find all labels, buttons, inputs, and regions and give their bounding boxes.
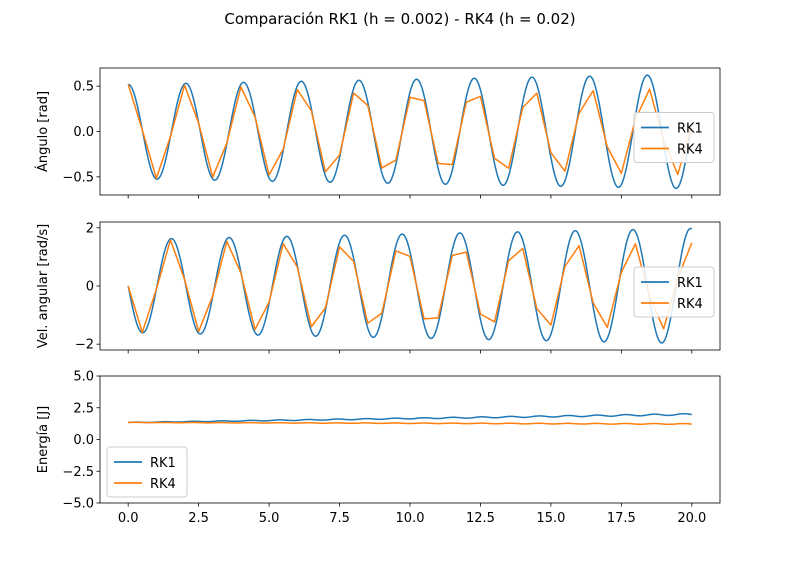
series-line-rk4	[127, 84, 693, 180]
x-tick-label: 17.5	[607, 511, 636, 526]
y-tick-label: −0.5	[62, 170, 94, 185]
y-tick-label: −2	[75, 338, 94, 353]
legend-box	[106, 446, 188, 498]
legend-label-rk4: RK4	[150, 477, 176, 492]
series-line-rk4	[128, 421, 692, 426]
y-axis-label: Vel. angular [rad/s]	[36, 224, 51, 348]
x-tick-label: 20.0	[677, 511, 706, 526]
y-tick-label: 5.0	[73, 370, 94, 385]
y-tick-label: 0.0	[73, 433, 94, 448]
figure-title: Comparación RK1 (h = 0.002) - RK4 (h = 0…	[224, 10, 575, 28]
x-tick-label: 5.0	[259, 511, 280, 526]
legend-label-rk1: RK1	[677, 122, 703, 137]
series-line-rk1	[127, 227, 693, 344]
y-tick-label: 0	[86, 280, 94, 295]
y-axis-label: Ángulo [rad]	[35, 91, 51, 172]
y-tick-label: 2	[86, 221, 94, 236]
y-tick-label: 0.0	[73, 125, 94, 140]
y-tick-label: 0.5	[73, 80, 94, 95]
x-tick-label: 7.5	[329, 511, 350, 526]
y-tick-label: −2.5	[62, 465, 94, 480]
series-line-rk4	[127, 239, 693, 334]
series-line-rk1	[128, 412, 692, 424]
x-tick-label: 0.0	[118, 511, 139, 526]
series-line-rk1	[128, 74, 693, 190]
legend-box	[633, 266, 715, 318]
legend-label-rk4: RK4	[677, 143, 703, 158]
legend-label-rk1: RK1	[677, 276, 703, 291]
legend-label-rk4: RK4	[677, 297, 703, 312]
x-tick-label: 10.0	[396, 511, 425, 526]
subplot-3: −5.0 −2.5 0.0 2.5 5.0 0.0 2.5 5.0 7.5 10.0 12.5 15.…	[36, 370, 721, 526]
y-tick-label: 2.5	[73, 401, 94, 416]
y-tick-label: −5.0	[62, 497, 94, 512]
y-axis-label: Energía [J]	[36, 406, 51, 474]
legend-box	[633, 112, 715, 163]
x-tick-label: 2.5	[188, 511, 209, 526]
x-tick-label: 12.5	[466, 511, 495, 526]
x-tick-label: 15.0	[536, 511, 565, 526]
legend-label-rk1: RK1	[150, 456, 176, 471]
